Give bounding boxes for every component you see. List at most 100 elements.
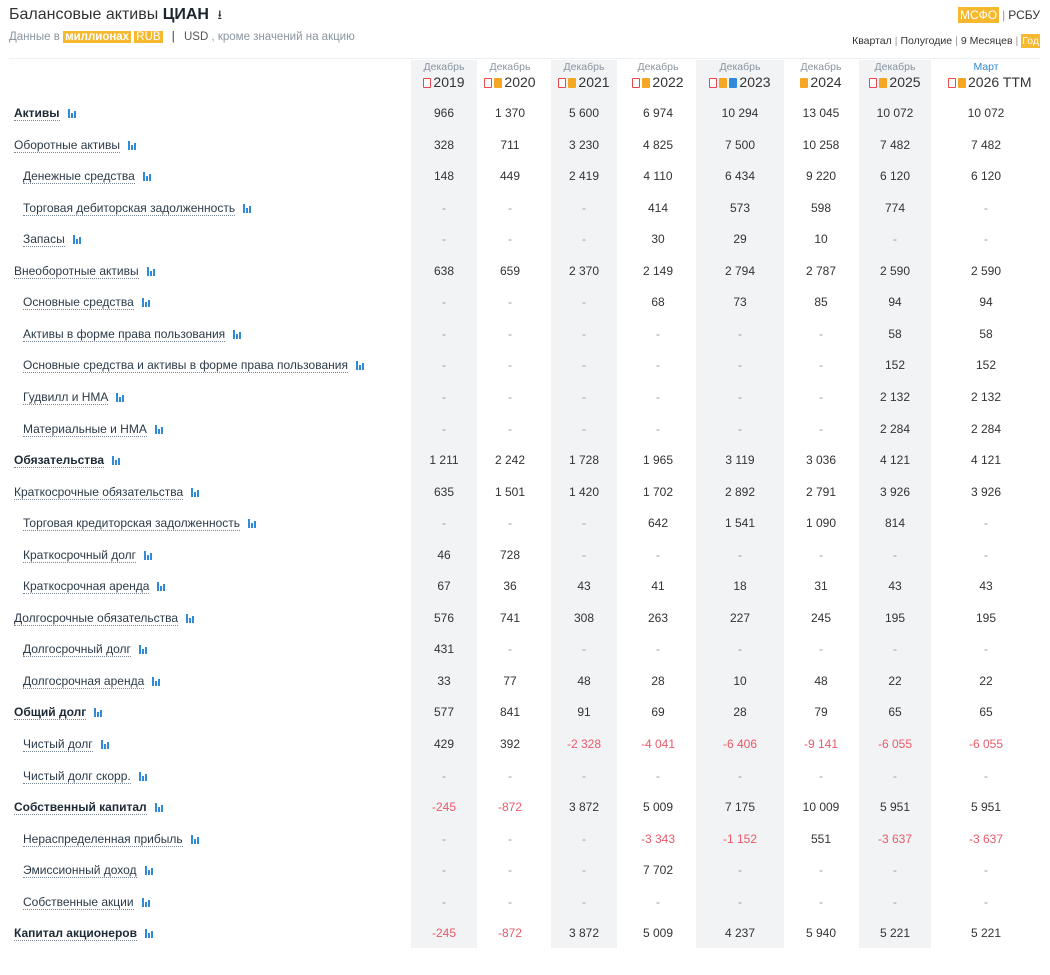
row-label-text[interactable]: Краткосрочная аренда <box>23 579 150 594</box>
column-header[interactable]: Декабрь 2024 <box>783 61 859 92</box>
row-label[interactable]: Запасы <box>23 224 82 255</box>
row-label-text[interactable]: Краткосрочные обязательства <box>14 485 184 500</box>
bar-chart-icon[interactable] <box>141 898 151 907</box>
column-header[interactable]: Декабрь 2021 <box>546 61 622 92</box>
row-label[interactable]: Капитал акционеров <box>14 918 154 949</box>
bar-chart-icon[interactable] <box>243 204 252 213</box>
column-header[interactable]: Декабрь 2020 <box>472 61 548 92</box>
presentation-icon[interactable] <box>642 78 651 88</box>
row-label-text[interactable]: Денежные средства <box>23 169 135 184</box>
row-label-text[interactable]: Материальные и НМА <box>23 422 147 437</box>
presentation-icon[interactable] <box>958 78 966 88</box>
bar-chart-icon[interactable] <box>248 519 257 528</box>
row-label-text[interactable]: Внеоборотные активы <box>14 264 139 279</box>
row-label-text[interactable]: Основные средства и активы в форме права… <box>23 358 348 373</box>
bar-chart-icon[interactable] <box>100 740 110 749</box>
bar-chart-icon[interactable] <box>190 835 200 844</box>
presentation-icon[interactable] <box>719 78 728 88</box>
pdf-report-icon[interactable] <box>948 78 956 88</box>
bar-chart-icon[interactable] <box>233 330 242 339</box>
row-label-text[interactable]: Активы в форме права пользования <box>23 327 226 342</box>
units-toggle[interactable]: миллионах <box>63 31 132 43</box>
row-label[interactable]: Денежные средства <box>23 161 152 192</box>
bar-chart-icon[interactable] <box>154 425 164 434</box>
row-label[interactable]: Материальные и НМА <box>23 414 164 445</box>
row-label[interactable]: Оборотные активы <box>14 130 137 161</box>
row-label-text[interactable]: Торговая кредиторская задолженность <box>23 516 241 531</box>
row-label[interactable]: Торговая кредиторская задолженность <box>23 508 257 539</box>
bar-chart-icon[interactable] <box>112 456 121 465</box>
excel-icon[interactable] <box>729 78 738 88</box>
bar-chart-icon[interactable] <box>116 393 125 402</box>
bar-chart-icon[interactable] <box>144 551 153 560</box>
row-label-text[interactable]: Основные средства <box>23 295 134 310</box>
bar-chart-icon[interactable] <box>355 361 365 370</box>
row-label-text[interactable]: Собственный капитал <box>14 800 147 815</box>
row-label[interactable]: Долгосрочные обязательства <box>14 603 195 634</box>
row-label-text[interactable]: Долгосрочная аренда <box>23 674 145 689</box>
column-header[interactable]: Декабрь 2022 <box>620 61 696 92</box>
standard-ras[interactable]: РСБУ <box>1008 8 1040 22</box>
pdf-report-icon[interactable] <box>632 78 641 88</box>
row-label[interactable]: Основные средства <box>23 287 151 318</box>
bar-chart-icon[interactable] <box>152 677 161 686</box>
pdf-report-icon[interactable] <box>709 78 718 88</box>
column-header[interactable]: Декабрь 2023 <box>702 61 778 92</box>
presentation-icon[interactable] <box>494 78 503 88</box>
bar-chart-icon[interactable] <box>94 708 103 717</box>
row-label-text[interactable]: Капитал акционеров <box>14 926 137 941</box>
row-label-text[interactable]: Гудвилл и НМА <box>23 390 109 405</box>
row-label-text[interactable]: Торговая дебиторская задолженность <box>23 201 236 216</box>
row-label[interactable]: Собственные акции <box>23 887 151 918</box>
currency-rub-toggle[interactable]: RUB <box>134 31 163 43</box>
row-label-text[interactable]: Чистый долг <box>23 737 93 752</box>
pdf-report-icon[interactable] <box>558 78 567 88</box>
row-label[interactable]: Нераспределенная прибыль <box>23 824 200 855</box>
standard-ifrs[interactable]: МСФО <box>957 7 1000 23</box>
row-label-text[interactable]: Запасы <box>23 232 65 247</box>
pdf-report-icon[interactable] <box>869 78 878 88</box>
row-label-text[interactable]: Собственные акции <box>23 895 134 910</box>
bar-chart-icon[interactable] <box>138 772 148 781</box>
row-label[interactable]: Обязательства <box>14 445 121 476</box>
bar-chart-icon[interactable] <box>67 109 77 118</box>
row-label-text[interactable]: Активы <box>14 106 60 121</box>
bar-chart-icon[interactable] <box>127 141 137 150</box>
period-year[interactable]: Год <box>1021 34 1040 48</box>
download-icon[interactable]: ⭳ <box>217 7 222 22</box>
row-label[interactable]: Активы в форме права пользования <box>23 319 242 350</box>
presentation-icon[interactable] <box>800 78 809 88</box>
bar-chart-icon[interactable] <box>186 614 195 623</box>
row-label[interactable]: Чистый долг <box>23 729 110 760</box>
period-9-months[interactable]: 9 Месяцев <box>960 35 1013 47</box>
row-label[interactable]: Краткосрочные обязательства <box>14 477 200 508</box>
row-label[interactable]: Краткосрочный долг <box>23 540 153 571</box>
row-label[interactable]: Торговая дебиторская задолженность <box>23 193 252 224</box>
row-label[interactable]: Краткосрочная аренда <box>23 571 166 602</box>
row-label-text[interactable]: Долгосрочные обязательства <box>14 611 179 626</box>
bar-chart-icon[interactable] <box>145 929 154 938</box>
period-quarter[interactable]: Квартал <box>852 35 892 47</box>
bar-chart-icon[interactable] <box>146 267 156 276</box>
bar-chart-icon[interactable] <box>154 803 164 812</box>
row-label-text[interactable]: Общий долг <box>14 705 87 720</box>
row-label[interactable]: Основные средства и активы в форме права… <box>23 350 365 381</box>
column-header[interactable]: Март 2026 TTM <box>948 61 1032 92</box>
column-header[interactable]: Декабрь 2025 <box>857 61 933 92</box>
bar-chart-icon[interactable] <box>141 298 151 307</box>
row-label[interactable]: Долгосрочная аренда <box>23 666 161 697</box>
column-header[interactable]: Декабрь 2019 <box>406 61 482 92</box>
bar-chart-icon[interactable] <box>72 235 82 244</box>
bar-chart-icon[interactable] <box>157 582 166 591</box>
row-label-text[interactable]: Чистый долг скорр. <box>23 769 131 784</box>
row-label-text[interactable]: Эмиссионный доход <box>23 863 137 878</box>
pdf-report-icon[interactable] <box>484 78 493 88</box>
row-label[interactable]: Гудвилл и НМА <box>23 382 125 413</box>
bar-chart-icon[interactable] <box>142 172 152 181</box>
row-label[interactable]: Общий долг <box>14 697 103 728</box>
row-label-text[interactable]: Обязательства <box>14 453 105 468</box>
currency-usd-toggle[interactable]: USD <box>183 31 209 43</box>
presentation-icon[interactable] <box>879 78 888 88</box>
row-label-text[interactable]: Нераспределенная прибыль <box>23 832 183 847</box>
pdf-report-icon[interactable] <box>423 78 432 88</box>
